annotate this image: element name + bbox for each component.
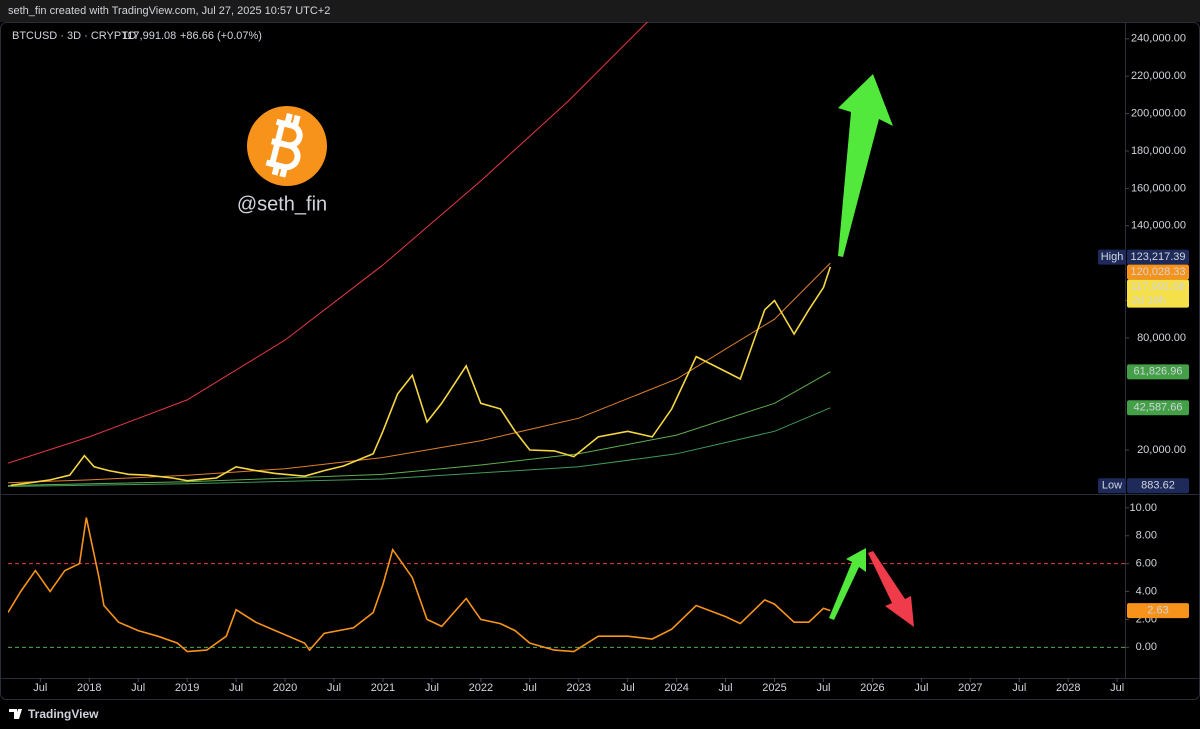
handle: @seth_fin [237, 193, 327, 215]
x-tick-label: 2028 [1056, 682, 1080, 694]
y-tick-label: 160,000.00 [1131, 182, 1186, 194]
symbol: BTCUSD · 3D · CRYPTO [12, 30, 137, 42]
x-tick-label: Jul [425, 682, 439, 694]
price-marker-sub: 2d 16h [1132, 294, 1166, 306]
price-marker [1127, 264, 1189, 280]
y-tick-label: 10.00 [1129, 502, 1157, 514]
price-change: +86.66 (+0.07%) [180, 30, 262, 42]
price-marker [1127, 249, 1189, 265]
marker-tag: High [1101, 251, 1124, 263]
x-tick-label: Jul [33, 682, 47, 694]
x-tick-label: 2020 [273, 682, 297, 694]
brand: TradingView [28, 707, 99, 721]
y-tick-label: 6.00 [1136, 558, 1157, 570]
marker-tag-bg [1098, 249, 1126, 265]
logo: @seth_fin [237, 106, 327, 215]
y-tick-label: 0.00 [1136, 641, 1157, 653]
up-arrow [838, 74, 893, 257]
y-tick-label: 220,000.00 [1131, 70, 1186, 82]
series-line [8, 22, 648, 464]
x-tick-label: 2025 [762, 682, 786, 694]
x-tick-label: 2026 [860, 682, 884, 694]
series-line [8, 262, 831, 484]
created-note: seth_fin created with TradingView.com, J… [8, 5, 330, 17]
x-tick-label: 2024 [664, 682, 688, 694]
x-tick-label: Jul [1110, 682, 1124, 694]
price-marker [1127, 400, 1189, 416]
price-marker [1127, 364, 1189, 380]
down-arrow [868, 551, 914, 627]
x-tick-label: Jul [229, 682, 243, 694]
marker-tag-bg [1098, 478, 1126, 494]
x-tick-label: Jul [621, 682, 635, 694]
last-price: 117,991.08 [122, 30, 176, 42]
x-tick-label: Jul [1012, 682, 1026, 694]
series-line [10, 266, 832, 487]
y-tick-label: 20,000.00 [1137, 444, 1186, 456]
x-tick-label: 2027 [958, 682, 982, 694]
chart-frame [0, 22, 1200, 700]
price-marker [1127, 603, 1189, 619]
y-tick-label: 8.00 [1136, 530, 1157, 542]
x-tick-label: 2021 [371, 682, 395, 694]
price-marker-label: 2.63 [1147, 605, 1168, 617]
bitcoin-glyph [265, 113, 303, 178]
y-tick-label: 180,000.00 [1131, 145, 1186, 157]
price-marker-label: 61,826.96 [1134, 366, 1183, 378]
series-line [8, 407, 831, 487]
up-arrow-small [829, 548, 866, 620]
x-tick-label: Jul [327, 682, 341, 694]
y-tick-label: 80,000.00 [1137, 332, 1186, 344]
x-tick-label: Jul [816, 682, 830, 694]
plots: 20,000.0080,000.00100,000.00140,000.0016… [8, 22, 1189, 694]
marker-tag: Low [1102, 480, 1122, 492]
price-marker-label: 883.62 [1141, 480, 1175, 492]
series-line [8, 371, 831, 486]
x-tick-label: Jul [719, 682, 733, 694]
y-tick-label: 240,000.00 [1131, 33, 1186, 45]
price-marker [1127, 478, 1189, 494]
price-marker [1127, 279, 1189, 308]
tv-icon [9, 709, 22, 719]
top-bar [0, 0, 1200, 22]
x-tick-label: Jul [914, 682, 928, 694]
price-marker-label: 42,587.66 [1134, 402, 1183, 414]
price-marker-label: 123,217.39 [1130, 251, 1185, 263]
series-line [8, 517, 831, 653]
x-tick-label: 2019 [175, 682, 199, 694]
x-tick-label: 2022 [469, 682, 493, 694]
y-tick-label: 200,000.00 [1131, 107, 1186, 119]
y-tick-label: 4.00 [1136, 585, 1157, 597]
x-tick-label: Jul [523, 682, 537, 694]
x-tick-label: 2023 [566, 682, 590, 694]
price-marker-label: 120,028.33 [1130, 266, 1185, 278]
x-tick-label: Jul [131, 682, 145, 694]
symbol-header: BTCUSD · 3D · CRYPTO 117,991.08 +86.66 (… [12, 30, 262, 42]
footer: TradingView [9, 707, 99, 721]
price-marker-label: 117,991.08 [1131, 281, 1185, 293]
y-tick-label: 140,000.00 [1131, 220, 1186, 232]
x-tick-label: 2018 [77, 682, 101, 694]
